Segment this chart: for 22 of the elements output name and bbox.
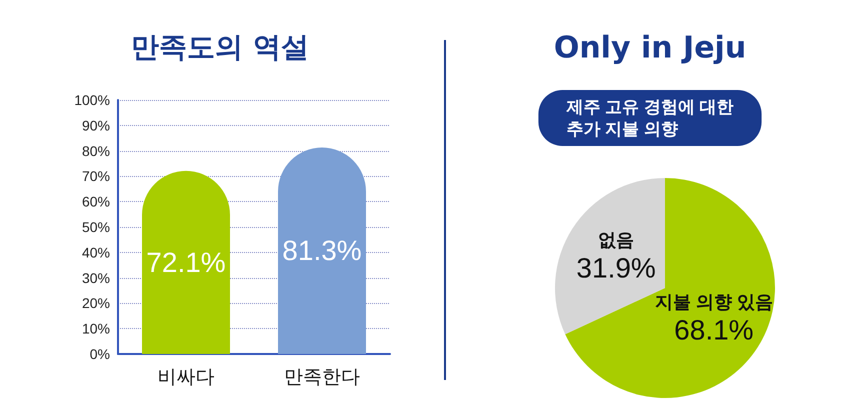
chart-title: 만족도의 역설 bbox=[131, 30, 309, 64]
y-tick-label: 40% bbox=[82, 244, 110, 260]
slice-label: 없음 bbox=[598, 230, 634, 250]
y-tick-label: 10% bbox=[82, 320, 110, 337]
y-tick-label: 20% bbox=[82, 295, 110, 312]
y-tick-label: 80% bbox=[82, 142, 110, 159]
data-label: 72.1% bbox=[146, 246, 226, 278]
data-label: 68.1% bbox=[674, 314, 754, 346]
x-tick-label: 만족한다 bbox=[284, 367, 360, 388]
slice-label: 지불 의향 있음 bbox=[654, 292, 773, 312]
y-tick-label: 50% bbox=[82, 219, 110, 235]
y-tick-label: 0% bbox=[90, 346, 110, 362]
y-tick-label: 100% bbox=[74, 92, 110, 108]
chart-subtitle: 제주 고유 경험에 대한 추가 지불 의향 bbox=[565, 98, 734, 138]
y-tick-label: 60% bbox=[82, 194, 110, 210]
data-label: 81.3% bbox=[282, 235, 362, 266]
y-tick-label: 30% bbox=[82, 270, 110, 286]
chart-title: Only in Jeju bbox=[554, 30, 746, 66]
data-label: 31.9% bbox=[576, 252, 656, 284]
x-tick-label: 비싸다 bbox=[158, 367, 214, 388]
y-tick-label: 70% bbox=[82, 168, 110, 184]
y-tick-label: 90% bbox=[82, 117, 110, 134]
